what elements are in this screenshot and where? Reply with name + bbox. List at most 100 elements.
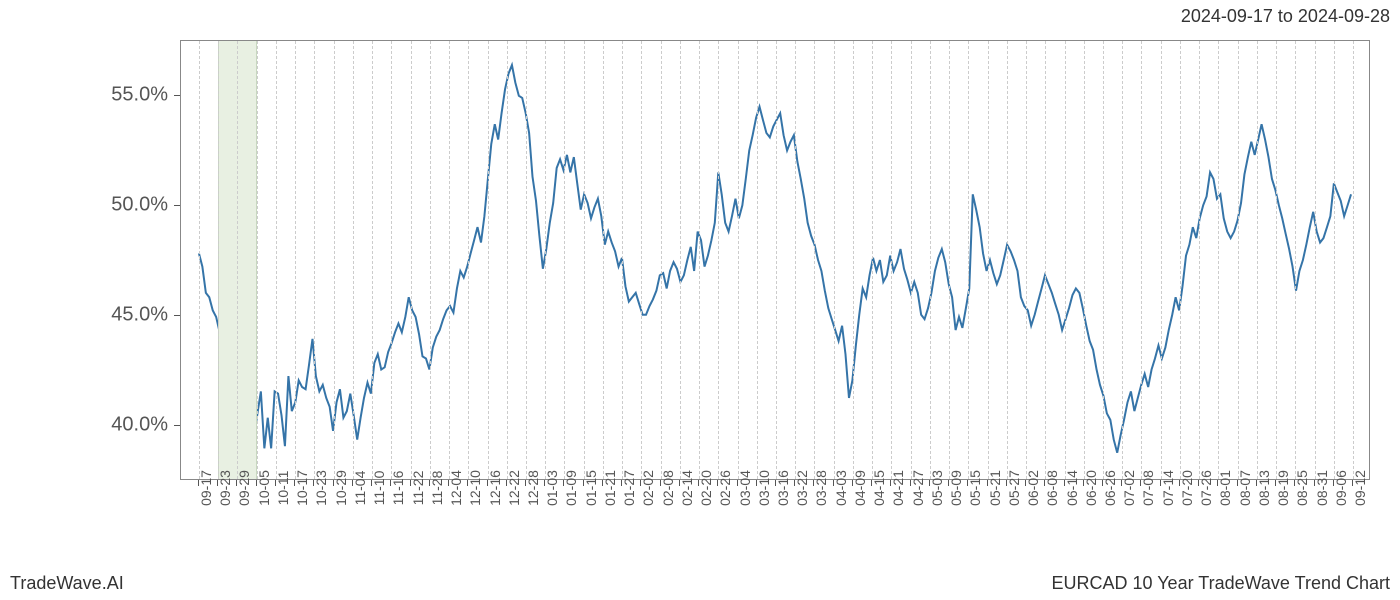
x-tick-mark bbox=[987, 480, 988, 486]
x-tick-mark bbox=[871, 480, 872, 486]
y-tick-mark bbox=[174, 315, 180, 316]
gridline-vertical bbox=[468, 41, 469, 479]
x-tick-label: 09-06 bbox=[1333, 470, 1349, 506]
gridline-vertical bbox=[949, 41, 950, 479]
gridline-vertical bbox=[738, 41, 739, 479]
x-tick-mark bbox=[1314, 480, 1315, 486]
gridline-vertical bbox=[1257, 41, 1258, 479]
gridline-vertical bbox=[507, 41, 508, 479]
x-tick-mark bbox=[294, 480, 295, 486]
gridline-vertical bbox=[526, 41, 527, 479]
x-tick-mark bbox=[1044, 480, 1045, 486]
x-tick-mark bbox=[1275, 480, 1276, 486]
x-tick-label: 03-10 bbox=[756, 470, 772, 506]
x-tick-mark bbox=[660, 480, 661, 486]
x-tick-label: 01-15 bbox=[583, 470, 599, 506]
gridline-vertical bbox=[430, 41, 431, 479]
gridline-vertical bbox=[276, 41, 277, 479]
gridline-vertical bbox=[1238, 41, 1239, 479]
x-tick-label: 09-17 bbox=[198, 470, 214, 506]
x-tick-label: 03-22 bbox=[794, 470, 810, 506]
x-tick-label: 06-20 bbox=[1083, 470, 1099, 506]
gridline-vertical bbox=[1218, 41, 1219, 479]
x-tick-mark bbox=[602, 480, 603, 486]
y-tick-mark bbox=[174, 205, 180, 206]
x-tick-label: 03-04 bbox=[737, 470, 753, 506]
x-tick-label: 02-26 bbox=[717, 470, 733, 506]
x-tick-label: 04-27 bbox=[910, 470, 926, 506]
brand-label: TradeWave.AI bbox=[10, 573, 124, 594]
x-tick-label: 02-08 bbox=[660, 470, 676, 506]
gridline-vertical bbox=[757, 41, 758, 479]
gridline-vertical bbox=[1084, 41, 1085, 479]
x-tick-mark bbox=[813, 480, 814, 486]
gridline-vertical bbox=[699, 41, 700, 479]
x-tick-mark bbox=[717, 480, 718, 486]
x-tick-label: 07-14 bbox=[1160, 470, 1176, 506]
gridline-vertical bbox=[1295, 41, 1296, 479]
x-tick-label: 07-08 bbox=[1140, 470, 1156, 506]
gridline-vertical bbox=[334, 41, 335, 479]
x-tick-mark bbox=[410, 480, 411, 486]
gridline-vertical bbox=[1334, 41, 1335, 479]
x-tick-mark bbox=[256, 480, 257, 486]
gridline-vertical bbox=[641, 41, 642, 479]
x-tick-label: 06-26 bbox=[1102, 470, 1118, 506]
x-tick-label: 11-22 bbox=[410, 471, 426, 506]
x-tick-label: 09-23 bbox=[217, 470, 233, 506]
x-tick-label: 05-15 bbox=[967, 470, 983, 506]
x-tick-label: 01-27 bbox=[621, 470, 637, 506]
x-tick-mark bbox=[640, 480, 641, 486]
x-tick-mark bbox=[429, 480, 430, 486]
x-tick-mark bbox=[737, 480, 738, 486]
x-tick-label: 05-09 bbox=[948, 470, 964, 506]
x-tick-label: 12-04 bbox=[448, 470, 464, 506]
x-tick-label: 06-08 bbox=[1044, 470, 1060, 506]
gridline-vertical bbox=[1103, 41, 1104, 479]
gridline-vertical bbox=[968, 41, 969, 479]
x-tick-label: 10-17 bbox=[294, 470, 310, 506]
x-tick-label: 02-20 bbox=[698, 470, 714, 506]
y-tick-label: 40.0% bbox=[111, 414, 168, 437]
x-tick-mark bbox=[852, 480, 853, 486]
x-tick-label: 08-13 bbox=[1256, 470, 1272, 506]
x-tick-mark bbox=[563, 480, 564, 486]
x-tick-mark bbox=[583, 480, 584, 486]
x-tick-label: 04-21 bbox=[890, 470, 906, 506]
gridline-vertical bbox=[314, 41, 315, 479]
y-tick-label: 50.0% bbox=[111, 194, 168, 217]
gridline-vertical bbox=[853, 41, 854, 479]
x-tick-mark bbox=[1160, 480, 1161, 486]
gridline-vertical bbox=[622, 41, 623, 479]
x-tick-label: 05-27 bbox=[1006, 470, 1022, 506]
gridline-vertical bbox=[218, 41, 219, 479]
date-range-label: 2024-09-17 to 2024-09-28 bbox=[1181, 6, 1390, 27]
x-tick-label: 11-28 bbox=[429, 471, 445, 506]
gridline-vertical bbox=[1276, 41, 1277, 479]
gridline-vertical bbox=[603, 41, 604, 479]
x-tick-mark bbox=[1083, 480, 1084, 486]
x-tick-label: 03-16 bbox=[775, 470, 791, 506]
gridline-vertical bbox=[872, 41, 873, 479]
gridline-vertical bbox=[391, 41, 392, 479]
x-tick-label: 11-16 bbox=[390, 471, 406, 506]
x-tick-label: 05-21 bbox=[987, 470, 1003, 506]
gridline-vertical bbox=[1180, 41, 1181, 479]
x-tick-label: 07-20 bbox=[1179, 470, 1195, 506]
x-tick-mark bbox=[333, 480, 334, 486]
x-tick-mark bbox=[313, 480, 314, 486]
x-tick-mark bbox=[698, 480, 699, 486]
x-tick-mark bbox=[217, 480, 218, 486]
x-tick-mark bbox=[967, 480, 968, 486]
x-tick-label: 01-09 bbox=[563, 470, 579, 506]
x-tick-label: 08-31 bbox=[1314, 470, 1330, 506]
x-tick-mark bbox=[1102, 480, 1103, 486]
x-tick-label: 05-03 bbox=[929, 470, 945, 506]
x-tick-label: 12-16 bbox=[487, 470, 503, 506]
x-tick-mark bbox=[487, 480, 488, 486]
x-tick-mark bbox=[948, 480, 949, 486]
gridline-vertical bbox=[776, 41, 777, 479]
x-tick-mark bbox=[1217, 480, 1218, 486]
x-tick-label: 10-23 bbox=[313, 470, 329, 506]
x-tick-mark bbox=[390, 480, 391, 486]
